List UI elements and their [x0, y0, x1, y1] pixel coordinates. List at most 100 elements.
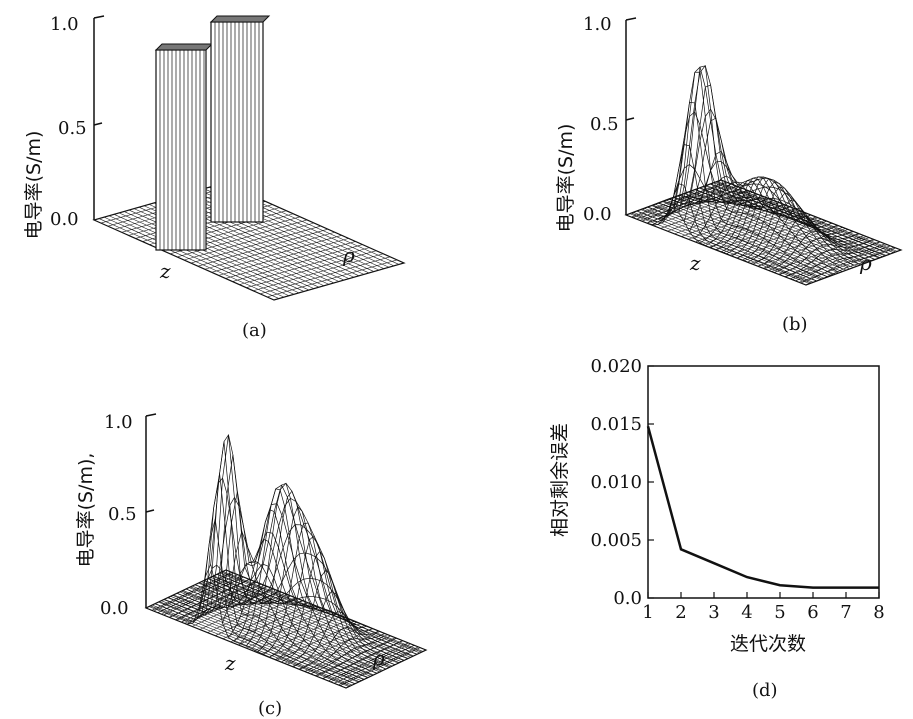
panel-d-xtick-label: 5 [774, 602, 785, 623]
panel-c-mesh-line [163, 576, 244, 616]
panel-b-mesh-line [763, 223, 859, 269]
panel-b-mesh-line [699, 182, 796, 244]
panel-c-grid-line [213, 575, 414, 657]
panel-c-mesh-line [210, 434, 291, 605]
panel-c-mesh-line [192, 588, 274, 624]
panel-c-tick-mid [145, 509, 155, 513]
panel-b-mesh-line [647, 187, 743, 224]
panel-c-ytick-0.5: 0.5 [108, 504, 137, 525]
panel-b-mesh-line [795, 245, 891, 282]
panel-b-grid-line [771, 236, 867, 272]
panel-b-mesh-line [731, 181, 828, 257]
panel-a-grid-line [225, 241, 356, 279]
panel-c-grid-line [253, 612, 334, 652]
panel-c-mesh-line [298, 627, 380, 670]
panel-c-mesh-line [233, 509, 315, 642]
panel-a-grid-line [204, 231, 335, 270]
panel-c-mesh-line [269, 535, 350, 658]
panel-c-grid-line [188, 587, 390, 668]
panel-a-grid-line [266, 259, 398, 298]
panel-a-rho-label: ρ [342, 243, 355, 267]
panel-d-ticks: 1 2 3 4 5 6 7 8 0.020 0.015 0.010 0.005 0.0 [590, 356, 884, 623]
panel-b-grid-line [698, 187, 880, 259]
panel-c-mesh-line [328, 642, 409, 682]
panel-c-mesh-line [257, 506, 338, 652]
panel-c-grid-line [268, 618, 350, 658]
panel-c-ylabel: 电导率(S/m), [75, 453, 97, 568]
panel-c-mesh-line [245, 482, 327, 647]
panel-c-mesh-line [345, 649, 427, 689]
panel-b-mesh-line [726, 178, 822, 255]
panel-a-grid-line [253, 253, 384, 292]
panel-b-z-label: z [689, 251, 701, 275]
panel-c-mesh-line [222, 560, 303, 624]
panel-c-caption: (c) [258, 698, 282, 719]
panel-b-rho-label: ρ [859, 251, 872, 275]
panel-b-mesh-line [800, 247, 896, 284]
panel-a-grid-line [197, 228, 328, 267]
panel-b-mesh-line [752, 207, 849, 265]
panel-a-grid-line [190, 225, 322, 264]
panel-a-grid-line [232, 244, 363, 282]
panel-b-grid-line [680, 194, 861, 266]
panel-b-caption: (b) [782, 314, 808, 335]
panel-d-xtick-label: 7 [840, 602, 851, 623]
panel-a-grid-line [246, 250, 377, 288]
panel-d-xtick-label: 8 [873, 602, 884, 623]
panel-c-mesh-line [275, 550, 356, 660]
panel-b-tick-mid [625, 117, 635, 121]
panel-c-mesh-line [204, 477, 285, 605]
panel-a-ylabel: 电导率(S/m) [23, 131, 45, 240]
panel-c-mesh-line [216, 496, 297, 605]
panel-a-block-1-top [154, 43, 214, 51]
panel-d-xlabel: 迭代次数 [730, 633, 806, 655]
panel-b-surface [625, 65, 902, 286]
panel-d-xtick-label: 1 [642, 602, 653, 623]
panel-b-ytick-0.5: 0.5 [590, 114, 619, 135]
panel-a-grid-line [260, 256, 391, 295]
panel-b-mesh-line [779, 239, 875, 275]
panel-d-ytick-label: 0.010 [590, 472, 642, 493]
panel-b-mesh-line [668, 111, 764, 216]
panel-b-mesh-line [636, 183, 732, 220]
panel-b-mesh-line [631, 181, 727, 218]
panel-b-ytick-1: 1.0 [583, 14, 612, 35]
panel-d-ytick-label: 0.015 [590, 414, 642, 435]
panel-c-mesh-line [169, 579, 250, 618]
panel-b-mesh-line [747, 200, 843, 263]
panel-d-xtick-label: 2 [675, 602, 686, 623]
panel-c-mesh-line [310, 635, 391, 675]
panel-c-mesh-line [316, 637, 397, 677]
panel-c-mesh-line [228, 539, 309, 638]
panel-b-grid-line [702, 186, 883, 258]
panel-c-mesh-line [175, 581, 256, 621]
panel-c-mesh-line [304, 633, 385, 672]
panel-c-grid-line [219, 572, 420, 654]
panel-a-surface [154, 15, 271, 251]
panel-a-ytick-0: 0.0 [50, 209, 79, 230]
panel-d-ytick-label: 0.005 [590, 530, 642, 551]
panel-c-grid-line [299, 631, 380, 670]
panel-a-block-1-front [155, 49, 207, 251]
panel-b-mesh-line [789, 243, 886, 280]
panel-c-mesh-line [281, 569, 362, 663]
panel-a-z-label: z [159, 259, 171, 283]
panel-c-mesh-line [157, 574, 238, 614]
panel-a-ytick-1: 1.0 [50, 14, 79, 35]
panel-c-grid-line [207, 578, 408, 660]
panel-d-caption: (d) [752, 680, 778, 701]
panel-b-tick-top [625, 17, 637, 21]
panel-c-mesh-line [322, 640, 403, 679]
panel-b-grid-line [764, 233, 860, 270]
panel-a-grid-line [178, 195, 360, 277]
panel-b-ytick-0: 0.0 [583, 204, 612, 225]
panel-b-mesh-line [758, 215, 854, 267]
panel-c-mesh-line [292, 611, 374, 668]
panel-b-mesh-line [805, 249, 902, 286]
panel-a-ytick-0.5: 0.5 [58, 118, 87, 139]
panel-c-z-label: z [224, 651, 236, 675]
panel-a-grid-line [211, 235, 342, 273]
panel-c: 电导率(S/m), 1.0 0.5 0.0 z ρ (c) [75, 412, 428, 719]
panel-c-mesh-line [198, 564, 280, 609]
